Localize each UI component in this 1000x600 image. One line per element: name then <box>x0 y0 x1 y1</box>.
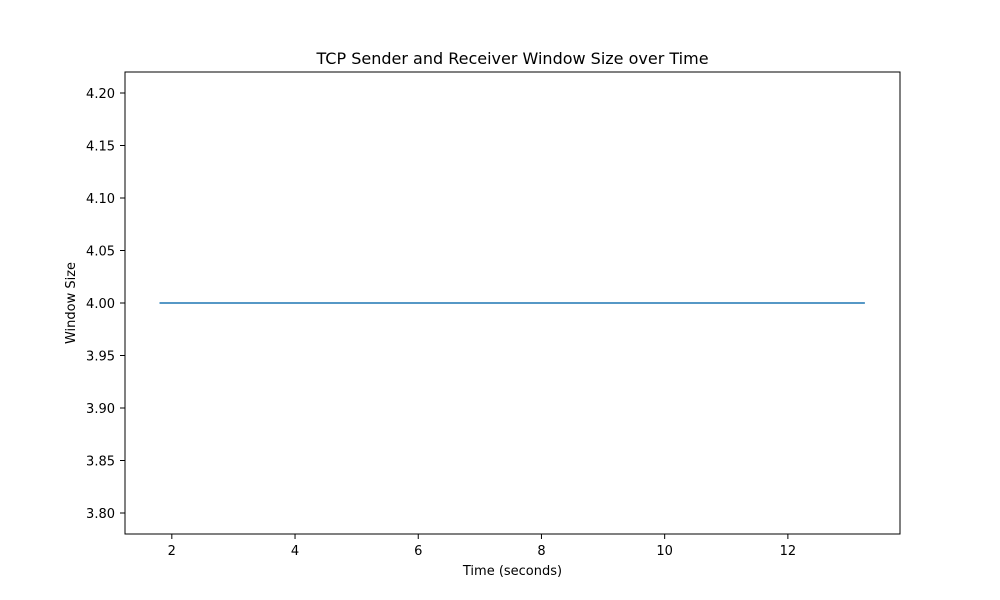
x-axis-label: Time (seconds) <box>462 564 562 579</box>
y-tick-label: 4.00 <box>86 297 115 312</box>
y-tick-label: 4.20 <box>86 87 115 102</box>
y-tick-label: 3.90 <box>86 402 115 417</box>
y-axis-ticks: 3.80 3.85 3.90 3.95 4.00 4.05 4.10 4.15 4.20 <box>86 87 125 522</box>
plot-frame <box>124 71 901 535</box>
y-axis-label: Window Size <box>64 262 79 344</box>
y-tick-label: 4.10 <box>86 192 115 207</box>
x-axis-ticks: 2 4 6 8 10 12 <box>168 534 796 559</box>
x-tick-label: 12 <box>780 544 797 559</box>
y-tick-label: 4.05 <box>86 245 115 260</box>
y-tick-label: 4.15 <box>86 140 115 155</box>
chart-title: TCP Sender and Receiver Window Size over… <box>315 49 708 68</box>
y-tick-label: 3.80 <box>86 507 115 522</box>
x-tick-label: 4 <box>291 544 299 559</box>
x-tick-label: 8 <box>537 544 545 559</box>
x-tick-label: 6 <box>414 544 422 559</box>
x-tick-label: 10 <box>656 544 673 559</box>
x-tick-label: 2 <box>168 544 176 559</box>
y-tick-label: 3.85 <box>86 455 115 470</box>
y-tick-label: 3.95 <box>86 350 115 365</box>
